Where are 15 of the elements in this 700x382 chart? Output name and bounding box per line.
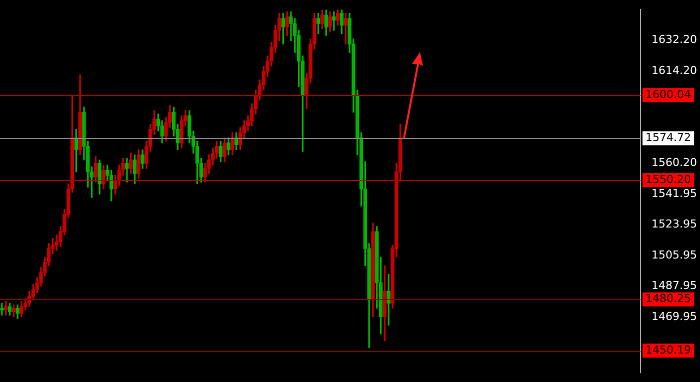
y-tick-label: 1541.95	[652, 187, 698, 200]
ref-line-label: 1480.25	[646, 292, 692, 306]
y-tick-label: 1469.95	[652, 310, 698, 323]
candlestick	[0, 302, 4, 316]
y-tick-label: 1560.20	[652, 156, 698, 169]
ref-line-label: 1600.04	[646, 88, 692, 101]
candlestick	[332, 11, 336, 31]
ref-line-label: 1574.72	[646, 131, 692, 144]
y-tick-label: 1614.20	[652, 64, 698, 77]
ref-line-label: 1450.19	[646, 343, 692, 356]
ref-line-label: 1550.20	[646, 172, 692, 186]
y-tick-label: 1505.95	[652, 248, 698, 262]
y-tick-label: 1523.95	[652, 218, 698, 231]
y-tick-label: 1632.20	[652, 33, 698, 46]
y-tick-label: 1487.95	[652, 279, 698, 292]
